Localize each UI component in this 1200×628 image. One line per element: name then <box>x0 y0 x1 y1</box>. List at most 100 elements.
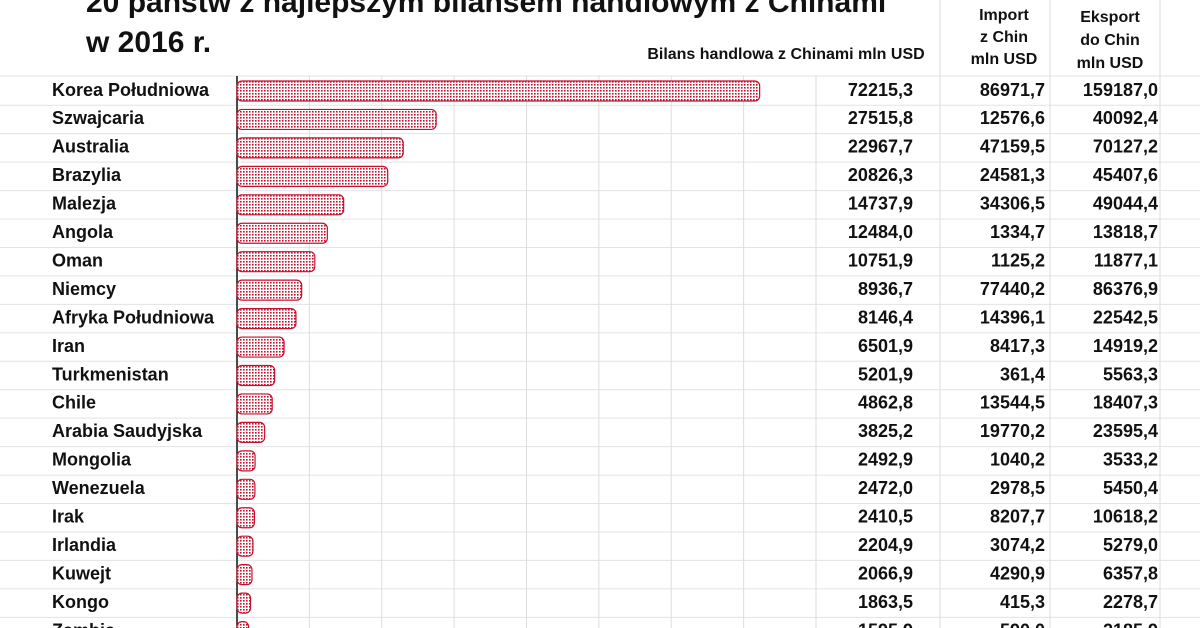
import-cell: 1125,2 <box>991 250 1045 270</box>
bar <box>236 535 254 557</box>
export-cell: 159187,0 <box>1083 80 1158 100</box>
category-label: Australia <box>52 137 130 157</box>
bar <box>236 592 252 614</box>
bar <box>236 108 437 131</box>
export-cell: 45407,6 <box>1093 165 1158 185</box>
bar <box>236 222 328 244</box>
category-label: Niemcy <box>52 279 116 299</box>
value-label: 3825,2 <box>858 421 913 441</box>
value-label: 1863,5 <box>858 592 913 612</box>
import-cell: 4290,9 <box>990 563 1045 583</box>
export-cell: 70127,2 <box>1093 137 1158 157</box>
category-label: Turkmenistan <box>52 364 169 384</box>
import-cell: 47159,5 <box>980 137 1045 157</box>
import-cell: 415,3 <box>1000 592 1045 612</box>
bar <box>236 450 256 472</box>
column-header: mln USD <box>971 51 1038 68</box>
category-label: Arabia Saudyjska <box>52 421 203 441</box>
export-cell: 13818,7 <box>1093 222 1158 242</box>
value-label: 8146,4 <box>858 307 913 327</box>
bar <box>236 251 316 273</box>
export-cell: 10618,2 <box>1093 507 1158 527</box>
value-label: 22967,7 <box>848 137 913 157</box>
export-cell: 11877,1 <box>1094 250 1158 270</box>
bar <box>236 279 303 301</box>
chart-title: w 2016 r. <box>85 26 211 59</box>
category-label: Malezja <box>52 194 117 214</box>
export-cell: 5279,0 <box>1103 535 1158 555</box>
column-header: z Chin <box>980 29 1028 46</box>
value-label: 12484,0 <box>848 222 913 242</box>
export-cell: 2185,9 <box>1103 620 1158 628</box>
category-label: Mongolia <box>52 450 132 470</box>
value-label: 8936,7 <box>858 279 913 299</box>
export-cell: 23595,4 <box>1093 421 1158 441</box>
category-label: Oman <box>52 250 103 270</box>
bar <box>236 620 250 628</box>
export-cell: 5563,3 <box>1103 364 1158 384</box>
bar <box>236 80 761 102</box>
bar <box>236 507 256 529</box>
category-label: Irak <box>52 507 85 527</box>
import-cell: 8417,3 <box>990 336 1045 356</box>
value-label: 2204,9 <box>858 535 913 555</box>
value-label: 6501,9 <box>858 336 913 356</box>
import-cell: 361,4 <box>1000 364 1045 384</box>
export-cell: 49044,4 <box>1093 194 1158 214</box>
value-label: 2472,0 <box>858 478 913 498</box>
import-cell: 590,0 <box>1000 620 1045 628</box>
column-header: Import <box>979 7 1029 24</box>
export-cell: 6357,8 <box>1103 563 1158 583</box>
import-cell: 12576,6 <box>980 108 1045 128</box>
chart-title: 20 państw z najlepszym bilansem handlowy… <box>86 0 886 19</box>
value-label: 2066,9 <box>858 563 913 583</box>
import-cell: 3074,2 <box>990 535 1045 555</box>
category-label: Irlandia <box>52 535 117 555</box>
category-label: Kuwejt <box>52 563 111 583</box>
value-label: 10751,9 <box>848 250 913 270</box>
import-cell: 77440,2 <box>980 279 1045 299</box>
export-cell: 86376,9 <box>1093 279 1158 299</box>
bar <box>236 137 404 159</box>
category-label: Szwajcaria <box>52 108 145 128</box>
import-cell: 1040,2 <box>990 450 1045 470</box>
bar <box>236 421 266 443</box>
import-cell: 8207,7 <box>990 507 1045 527</box>
value-label: 27515,8 <box>848 108 913 128</box>
import-cell: 86971,7 <box>980 80 1045 100</box>
bar <box>236 364 276 387</box>
export-cell: 40092,4 <box>1093 108 1158 128</box>
value-label: 1595,9 <box>858 620 913 628</box>
import-cell: 13544,5 <box>980 393 1045 413</box>
value-label: 2410,5 <box>858 507 913 527</box>
bar <box>236 308 297 330</box>
value-label: 20826,3 <box>848 165 913 185</box>
bar <box>236 165 389 187</box>
value-label: 5201,9 <box>858 364 913 384</box>
value-label: 4862,8 <box>858 393 913 413</box>
column-header: mln USD <box>1077 55 1144 72</box>
bar <box>236 194 345 216</box>
category-label: Iran <box>52 336 85 356</box>
import-cell: 24581,3 <box>980 165 1045 185</box>
bar <box>236 564 253 586</box>
import-cell: 1334,7 <box>990 222 1045 242</box>
export-cell: 5450,4 <box>1103 478 1158 498</box>
category-label: Kongo <box>52 592 109 612</box>
import-cell: 2978,5 <box>990 478 1045 498</box>
export-cell: 3533,2 <box>1103 450 1158 470</box>
import-cell: 19770,2 <box>980 421 1045 441</box>
column-header: Bilans handlowa z Chinami mln USD <box>647 46 924 63</box>
category-label: Wenezuela <box>52 478 146 498</box>
category-label: Afryka Południowa <box>52 307 215 327</box>
import-cell: 14396,1 <box>980 307 1045 327</box>
bar <box>236 336 285 358</box>
value-label: 14737,9 <box>848 194 913 214</box>
bar <box>236 393 273 415</box>
category-label: Brazylia <box>52 165 122 185</box>
category-label: Chile <box>52 393 96 413</box>
export-cell: 22542,5 <box>1093 307 1158 327</box>
export-cell: 18407,3 <box>1093 393 1158 413</box>
column-header: Eksport <box>1080 9 1140 26</box>
column-header: do Chin <box>1080 32 1140 49</box>
